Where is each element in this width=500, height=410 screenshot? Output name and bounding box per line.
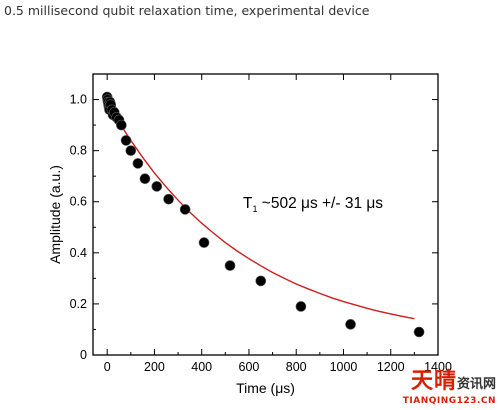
y-tick-label: 0.2 (70, 297, 87, 311)
fit-curve-group (106, 101, 415, 320)
data-point (224, 260, 236, 271)
y-axis-ticks: 0 0.2 0.4 0.6 0.8 1.0 (70, 73, 438, 362)
watermark-side: 资讯网 (456, 377, 496, 392)
fit-curve (106, 101, 415, 320)
t1-annotation: T1 ~502 μs +/- 31 μs (243, 195, 383, 214)
data-point (139, 173, 151, 185)
data-point (255, 275, 267, 287)
watermark-logo: 天晴资讯网 TIANQING123.CN (403, 370, 496, 406)
plot-frame (92, 73, 439, 356)
x-tick-label: 600 (239, 360, 260, 374)
x-tick-label: 1200 (377, 360, 405, 374)
y-tick-label: 0.6 (70, 195, 87, 209)
data-point (116, 119, 127, 131)
y-tick-label: 0.4 (70, 246, 87, 260)
figure-caption: 0.5 millisecond qubit relaxation time, e… (4, 3, 370, 18)
x-tick-label: 200 (144, 360, 165, 374)
data-points (101, 91, 425, 338)
x-tick-label: 1000 (330, 360, 358, 374)
data-point (413, 326, 425, 338)
x-tick-label: 1400 (424, 360, 452, 374)
t1-annotation-subscript: 1 (252, 204, 257, 214)
t1-annotation-prefix: T (243, 195, 253, 212)
data-point (151, 181, 163, 192)
data-point (345, 319, 356, 330)
x-tick-label: 0 (104, 360, 111, 374)
y-tick-label: 1.0 (70, 93, 87, 107)
y-tick-label: 0.8 (70, 144, 87, 158)
t1-annotation-text: ~502 μs +/- 31 μs (257, 195, 383, 212)
x-axis-ticks: 0 200 400 600 800 1000 1200 1400 (104, 74, 452, 374)
x-axis-label: Time (μs) (236, 380, 295, 396)
data-point (125, 145, 137, 156)
x-tick-label: 400 (191, 360, 212, 374)
x-tick-label: 800 (286, 360, 307, 374)
data-point (198, 237, 210, 248)
data-point (120, 135, 132, 146)
axes (92, 73, 439, 356)
y-axis-label: Amplitude (a.u.) (47, 165, 63, 264)
watermark-url: TIANQING123.CN (402, 396, 496, 406)
y-tick-label: 0 (80, 348, 87, 362)
data-point (295, 301, 307, 312)
data-point (163, 193, 174, 205)
data-point (132, 158, 144, 169)
watermark-main: 天晴 (410, 368, 457, 394)
data-point (179, 204, 191, 215)
